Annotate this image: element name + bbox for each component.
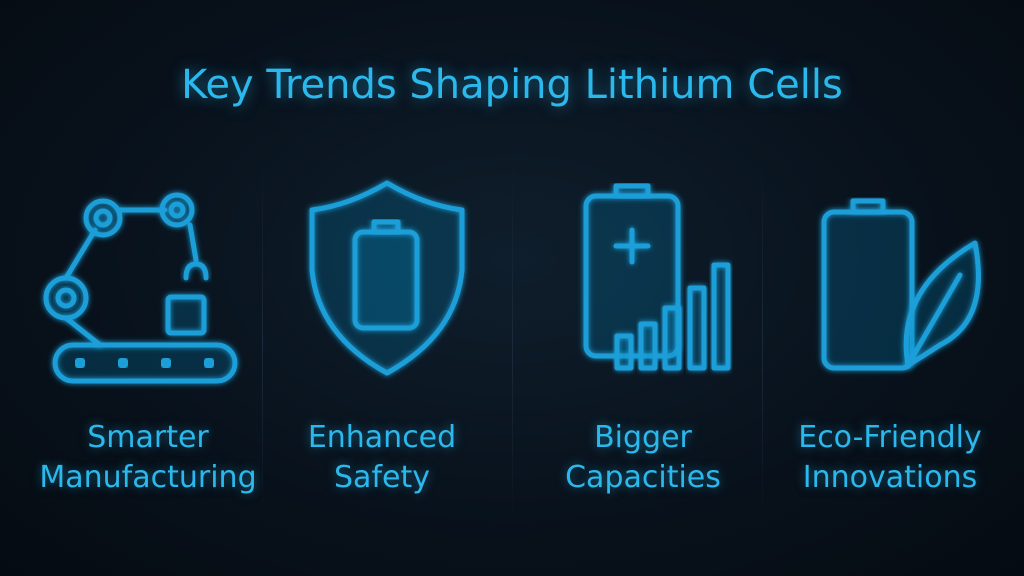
item-label: Smarter Manufacturing	[28, 418, 268, 498]
item-label: Enhanced Safety	[262, 418, 502, 498]
label-line: Innovations	[802, 460, 978, 495]
divider	[262, 160, 263, 520]
label-line: Safety	[334, 460, 430, 495]
label-line: Eco-Friendly	[798, 420, 982, 455]
shield-icon	[309, 180, 465, 376]
title: Key Trends Shaping Lithium Cells	[181, 62, 843, 108]
label-line: Enhanced	[307, 420, 457, 455]
divider	[762, 160, 763, 520]
label-line: Capacities	[565, 460, 721, 495]
eco-battery-icon	[821, 198, 981, 371]
divider	[512, 160, 513, 520]
item-label: Bigger Capacities	[523, 418, 763, 498]
label-line: Bigger	[594, 420, 692, 455]
label-line: Manufacturing	[39, 460, 257, 495]
item-label: Eco-Friendly Innovations	[770, 418, 1010, 498]
label-line: Smarter	[87, 420, 209, 455]
battery-growth-icon	[583, 183, 731, 371]
robot-arm-icon	[43, 192, 238, 384]
